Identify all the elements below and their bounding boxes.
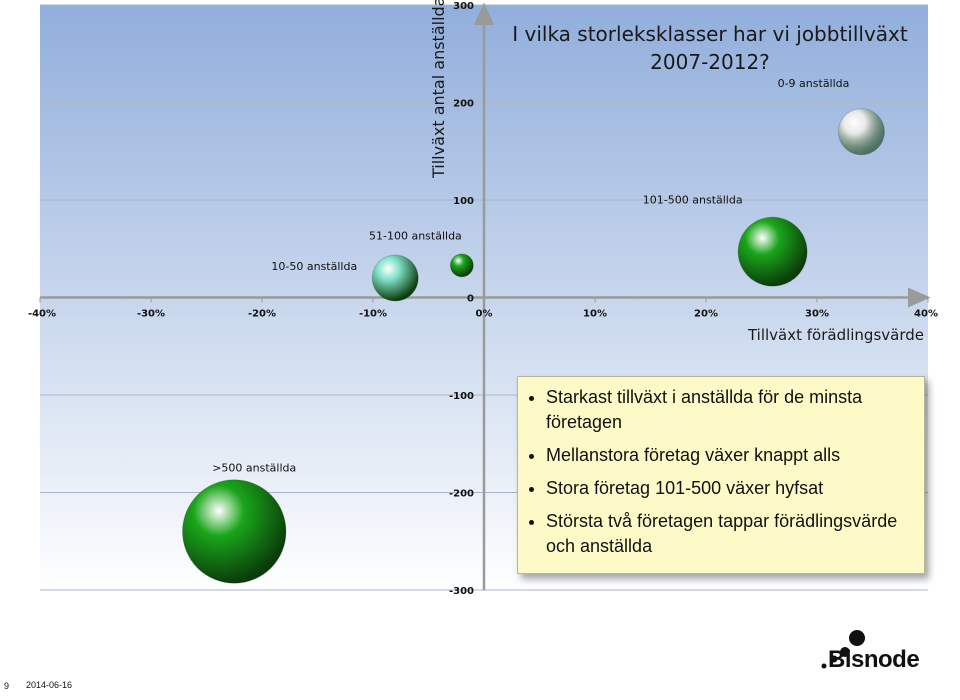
tick-labels: 300 200 100 0 -100 -200 -300 -40% -30% -20% -10% 0%… [28,1,938,597]
footer [0,672,960,700]
chart-title: I vilka storleksklasser har vi jobbtillv… [512,22,908,74]
bubbles [182,108,885,584]
x-tick-label: 10% [583,309,607,320]
callout-bullet: Mellanstora företag växer knappt alls [546,443,914,468]
bubble [837,108,885,156]
callout-list: Starkast tillväxt i anställda för de min… [528,385,914,559]
x-tick-label: 30% [805,309,829,320]
bubble [737,216,808,287]
x-tick-label: 40% [914,309,938,320]
x-tick-label: 0% [476,309,493,320]
callout-bullet: Största två företagen tappar förädlingsv… [546,509,914,559]
y-tick-label: -100 [449,391,474,402]
y-tick-label: 200 [453,99,474,110]
y-axis-label: Tillväxt antal anställda [429,0,448,179]
logo-dots-icon [821,630,865,669]
x-tick-label: -30% [137,309,165,320]
y-tick-label: 300 [453,1,474,12]
bubble-label: 101-500 anställda [643,194,743,207]
y-tick-label: 0 [467,294,474,305]
bubble-label: >500 anställda [212,462,296,475]
callout-bullet: Starkast tillväxt i anställda för de min… [546,385,914,435]
x-tick-label: -40% [28,309,56,320]
y-tick-label: -200 [449,489,474,500]
y-tick-label: 100 [453,196,474,207]
callout-box: Starkast tillväxt i anställda för de min… [517,376,925,574]
y-tick-label: -300 [449,586,474,597]
x-tick-label: -20% [248,309,276,320]
bubble-label: 10-50 anställda [271,260,357,273]
bisnode-logo: Bisnode [828,646,920,673]
bubble [449,253,474,278]
bubble [182,479,287,584]
footer-date: 2014-06-16 [26,680,73,690]
page-number: 9 [4,681,10,691]
x-axis-label: Tillväxt förädlingsvärde [747,326,924,344]
bubble-chart: 0-9 anställda 101-500 anställda 51-100 ans… [28,0,938,597]
bubble [371,254,419,302]
bubble-labels: 0-9 anställda 101-500 anställda 51-100 ans… [212,77,849,475]
axes [39,2,931,590]
bubble-label: 0-9 anställda [778,77,850,90]
callout-bullet: Stora företag 101-500 växer hyfsat [546,476,914,501]
x-tick-label: -10% [359,309,387,320]
x-tick-label: 20% [694,309,718,320]
bubble-label: 51-100 anställda [369,229,462,242]
